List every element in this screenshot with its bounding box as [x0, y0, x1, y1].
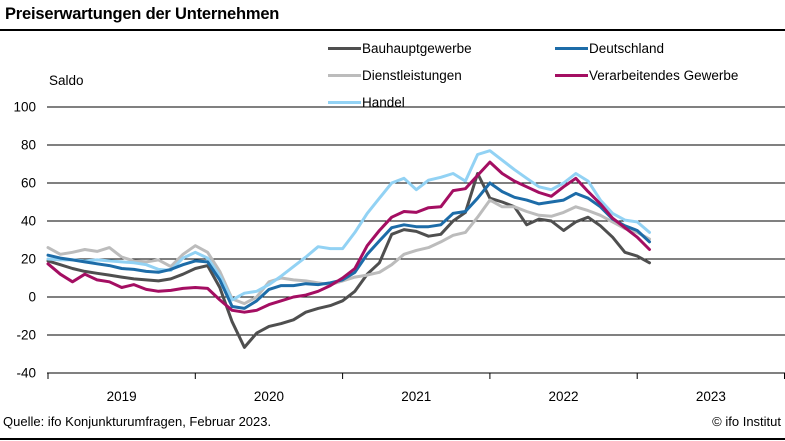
source-note: Quelle: ifo Konjunkturumfragen, Februar …	[3, 414, 272, 429]
series-line-bauhauptgewerbe	[46, 172, 651, 349]
legend-label: Deutschland	[589, 41, 665, 56]
y-tick-label: 60	[21, 176, 36, 191]
series-line-deutschland	[46, 181, 651, 310]
legend-item-deutschland: Deutschland	[555, 41, 738, 56]
legend-swatch	[328, 73, 361, 78]
legend-label: Verarbeitendes Gewerbe	[589, 68, 739, 83]
series-line-dienstleistungen	[46, 198, 651, 306]
copyright-note: © ifo Institut	[712, 414, 781, 429]
series-line-handel	[46, 149, 651, 302]
y-tick-label: -40	[16, 366, 36, 381]
y-tick-label: 80	[21, 138, 36, 153]
x-tick-label: 2019	[107, 389, 137, 404]
legend-item-dienstleistungen: Dienstleistungen	[328, 68, 555, 83]
y-tick-label: -20	[16, 328, 36, 343]
x-tick-label: 2022	[549, 389, 579, 404]
legend-swatch	[555, 73, 588, 78]
title-divider	[0, 29, 785, 31]
legend-label: Bauhauptgewerbe	[362, 41, 472, 56]
legend-item-bauhauptgewerbe: Bauhauptgewerbe	[328, 41, 555, 56]
legend-label: Dienstleistungen	[362, 68, 462, 83]
y-tick-label: 100	[13, 100, 36, 115]
y-tick-label: 40	[21, 214, 36, 229]
legend: Bauhauptgewerbe Dienstleistungen Handel Deu…	[328, 35, 738, 116]
legend-item-handel: Handel	[328, 95, 555, 110]
legend-swatch	[328, 46, 361, 51]
legend-label: Handel	[362, 95, 405, 110]
x-tick-label: 2020	[254, 389, 284, 404]
y-axis-unit-label: Saldo	[49, 73, 84, 88]
y-tick-label: 20	[21, 252, 36, 267]
x-tick-label: 2023	[696, 389, 726, 404]
y-tick-label: 0	[28, 290, 36, 305]
page-title: Preiserwartungen der Unternehmen	[5, 5, 280, 23]
legend-swatch	[328, 100, 361, 105]
x-tick-label: 2021	[401, 389, 431, 404]
bottom-divider	[0, 438, 785, 440]
legend-swatch	[555, 46, 588, 51]
legend-item-verarbeitendes-gewerbe: Verarbeitendes Gewerbe	[555, 68, 738, 83]
series-line-verarbeitendes-gewerbe	[46, 160, 651, 314]
